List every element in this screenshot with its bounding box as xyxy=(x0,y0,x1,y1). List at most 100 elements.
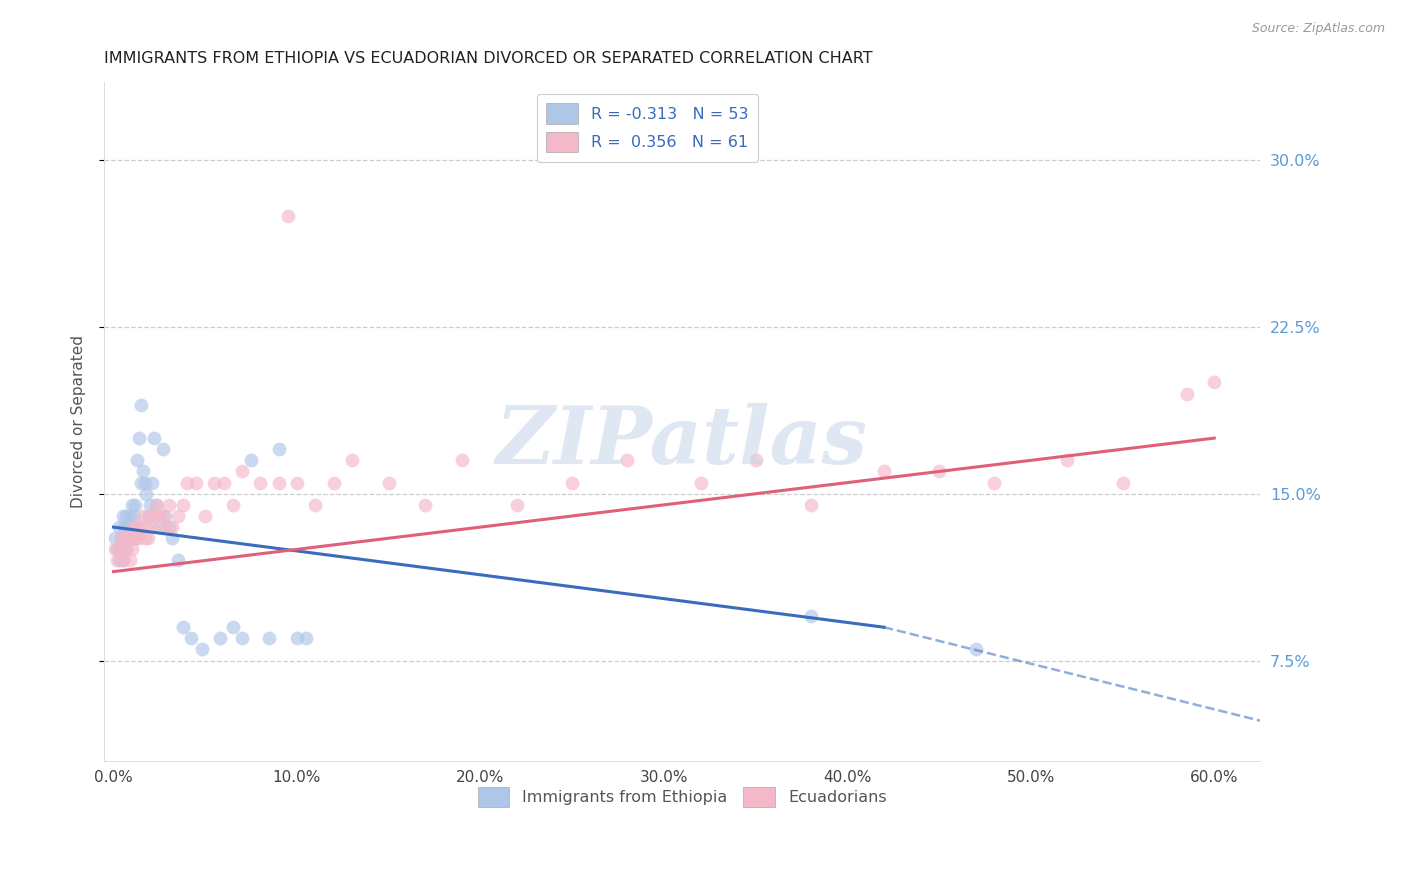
Point xyxy=(121,498,143,512)
Point xyxy=(172,498,194,512)
Point xyxy=(166,553,188,567)
Point xyxy=(616,453,638,467)
Point xyxy=(128,431,150,445)
Point xyxy=(965,642,987,657)
Point xyxy=(111,508,134,523)
Point xyxy=(1056,453,1078,467)
Point xyxy=(1111,475,1133,490)
Point xyxy=(928,465,950,479)
Point xyxy=(104,531,127,545)
Point xyxy=(160,520,183,534)
Point xyxy=(285,475,308,490)
Point xyxy=(127,453,149,467)
Point xyxy=(108,520,131,534)
Point xyxy=(340,453,363,467)
Point xyxy=(142,508,165,523)
Point xyxy=(134,531,156,545)
Point xyxy=(744,453,766,467)
Point xyxy=(141,520,163,534)
Point xyxy=(304,498,326,512)
Point xyxy=(295,632,318,646)
Point xyxy=(212,475,235,490)
Point xyxy=(208,632,231,646)
Point xyxy=(135,520,157,534)
Point xyxy=(1175,386,1198,401)
Point xyxy=(377,475,399,490)
Point xyxy=(124,531,146,545)
Point xyxy=(114,520,136,534)
Point xyxy=(115,508,138,523)
Point xyxy=(117,531,139,545)
Point xyxy=(115,542,138,557)
Point xyxy=(121,520,143,534)
Point xyxy=(285,632,308,646)
Point xyxy=(105,553,128,567)
Point xyxy=(983,475,1005,490)
Point xyxy=(202,475,225,490)
Point xyxy=(110,531,132,545)
Point xyxy=(231,465,253,479)
Point xyxy=(267,475,290,490)
Point xyxy=(118,553,141,567)
Point xyxy=(157,520,180,534)
Point xyxy=(322,475,344,490)
Point xyxy=(160,531,183,545)
Point xyxy=(249,475,271,490)
Point xyxy=(134,475,156,490)
Point xyxy=(108,553,131,567)
Point xyxy=(111,553,134,567)
Point xyxy=(148,508,170,523)
Point xyxy=(145,498,167,512)
Point xyxy=(111,553,134,567)
Point xyxy=(180,632,202,646)
Point xyxy=(153,508,176,523)
Point xyxy=(139,498,162,512)
Point xyxy=(108,542,131,557)
Point xyxy=(115,542,138,557)
Point xyxy=(124,531,146,545)
Point xyxy=(114,531,136,545)
Point xyxy=(157,498,180,512)
Legend: Immigrants from Ethiopia, Ecuadorians: Immigrants from Ethiopia, Ecuadorians xyxy=(471,780,893,814)
Point xyxy=(231,632,253,646)
Point xyxy=(146,498,169,512)
Point xyxy=(142,431,165,445)
Point xyxy=(110,542,132,557)
Point xyxy=(114,531,136,545)
Point xyxy=(122,531,145,545)
Point xyxy=(121,531,143,545)
Point xyxy=(152,508,174,523)
Point xyxy=(128,531,150,545)
Point xyxy=(176,475,198,490)
Point xyxy=(1204,376,1226,390)
Point xyxy=(190,642,212,657)
Point xyxy=(132,508,155,523)
Point xyxy=(800,609,823,624)
Point xyxy=(124,498,146,512)
Text: Source: ZipAtlas.com: Source: ZipAtlas.com xyxy=(1251,22,1385,36)
Point xyxy=(259,632,281,646)
Point xyxy=(506,498,529,512)
Point xyxy=(166,508,188,523)
Point xyxy=(561,475,583,490)
Point xyxy=(800,498,823,512)
Point xyxy=(117,531,139,545)
Point xyxy=(873,465,896,479)
Point xyxy=(689,475,711,490)
Point xyxy=(105,542,128,557)
Text: ZIPatlas: ZIPatlas xyxy=(496,403,869,481)
Point xyxy=(136,531,159,545)
Point xyxy=(153,520,176,534)
Point xyxy=(222,498,245,512)
Y-axis label: Divorced or Separated: Divorced or Separated xyxy=(72,334,86,508)
Point xyxy=(267,442,290,457)
Point xyxy=(415,498,437,512)
Point xyxy=(129,475,152,490)
Point xyxy=(141,475,163,490)
Point xyxy=(129,520,152,534)
Point xyxy=(122,508,145,523)
Text: IMMIGRANTS FROM ETHIOPIA VS ECUADORIAN DIVORCED OR SEPARATED CORRELATION CHART: IMMIGRANTS FROM ETHIOPIA VS ECUADORIAN D… xyxy=(104,51,873,66)
Point xyxy=(172,620,194,634)
Point xyxy=(132,465,155,479)
Point xyxy=(110,531,132,545)
